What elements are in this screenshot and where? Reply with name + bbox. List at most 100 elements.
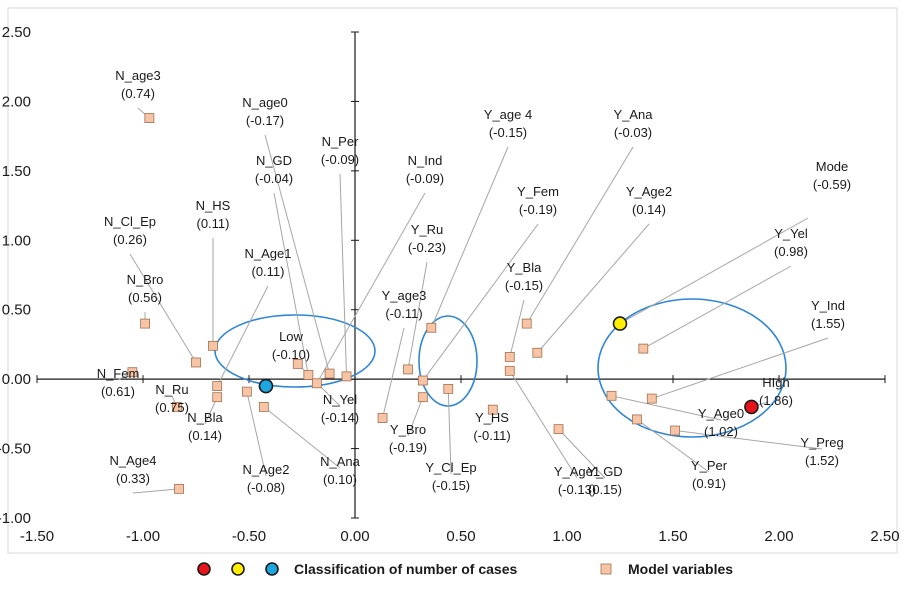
cluster-value-mode: (-0.59) bbox=[813, 177, 851, 192]
label-n-age3: N_age3 bbox=[115, 68, 161, 83]
legend-model-marker bbox=[601, 564, 611, 574]
point-n-ana bbox=[259, 402, 268, 411]
value-y-per: (0.91) bbox=[692, 476, 726, 491]
value-y-gd: (0.15) bbox=[588, 482, 622, 497]
point-n-age4 bbox=[175, 484, 184, 493]
point-y-ind bbox=[647, 394, 656, 403]
y-tick-label: 2.50 bbox=[2, 24, 31, 41]
label-n-ru: N_Ru bbox=[155, 382, 188, 397]
value-n-ru: (0.75) bbox=[155, 400, 189, 415]
point-y-gd bbox=[554, 425, 563, 434]
value-n-ind: (-0.09) bbox=[406, 171, 444, 186]
point-y-yel bbox=[639, 344, 648, 353]
value-n-bro: (0.56) bbox=[128, 290, 162, 305]
point-y-age2 bbox=[533, 348, 542, 357]
label-y-bla: Y_Bla bbox=[507, 260, 542, 275]
point-n-age3 bbox=[145, 114, 154, 123]
label-n-age4: N_Age4 bbox=[110, 453, 157, 468]
label-y-hs: Y_HS bbox=[475, 410, 509, 425]
label-n-ind: N_Ind bbox=[408, 153, 443, 168]
point-y-bla bbox=[505, 352, 514, 361]
value-y-bla: (-0.15) bbox=[505, 278, 543, 293]
value-y-preg: (1.52) bbox=[805, 453, 839, 468]
value-y-age3: (-0.11) bbox=[385, 306, 422, 321]
value-n-cl-ep: (0.26) bbox=[113, 232, 147, 247]
point-y-age-4 bbox=[427, 323, 436, 332]
value-y-ru: (-0.23) bbox=[408, 240, 446, 255]
cluster-label-mode: Mode bbox=[816, 159, 849, 174]
value-y-age0: (1.02) bbox=[704, 424, 738, 439]
value-n-bla: (0.14) bbox=[188, 428, 222, 443]
x-tick-label: 0.50 bbox=[446, 528, 475, 545]
point-n-age1 bbox=[213, 382, 222, 391]
leader-y-age1 bbox=[510, 371, 577, 478]
point-y-cl-ep bbox=[444, 384, 453, 393]
point-y-age3 bbox=[378, 414, 387, 423]
value-n-age2: (-0.08) bbox=[247, 480, 285, 495]
value-n-age1: (0.11) bbox=[252, 264, 285, 279]
label-y-ru: Y_Ru bbox=[411, 222, 444, 237]
point-y-preg bbox=[671, 426, 680, 435]
x-tick-label: -1.50 bbox=[20, 528, 54, 545]
x-tick-label: 2.00 bbox=[764, 528, 793, 545]
x-tick-label: 2.50 bbox=[870, 528, 899, 545]
label-n-gd: N_GD bbox=[256, 153, 292, 168]
cluster-value-high: (1.86) bbox=[759, 393, 793, 408]
legend-classification-label: Classification of number of cases bbox=[294, 561, 517, 577]
label-y-age0: Y_Age0 bbox=[698, 406, 744, 421]
x-tick-label: 1.50 bbox=[658, 528, 687, 545]
label-n-age0: N_age0 bbox=[242, 95, 288, 110]
cluster-value-low: (-0.10) bbox=[272, 347, 310, 362]
leader-n-age4 bbox=[133, 489, 179, 493]
cluster-point-high bbox=[745, 400, 758, 413]
value-n-age4: (0.33) bbox=[116, 471, 150, 486]
label-y-preg: Y_Preg bbox=[800, 435, 843, 450]
cluster-point-low bbox=[259, 380, 272, 393]
point-y-ru bbox=[404, 365, 413, 374]
point-y-per bbox=[632, 415, 641, 424]
leader-n-per bbox=[340, 174, 347, 376]
label-y-yel: Y_Yel bbox=[774, 226, 808, 241]
legend-model-label: Model variables bbox=[628, 561, 733, 577]
value-n-ana: (0.10) bbox=[323, 472, 357, 487]
label-y-age3: Y_age3 bbox=[382, 288, 427, 303]
leader-y-ind bbox=[652, 338, 828, 399]
value-n-gd: (-0.04) bbox=[255, 171, 293, 186]
value-y-cl-ep: (-0.15) bbox=[432, 478, 470, 493]
leader-y-age2 bbox=[537, 224, 649, 353]
label-y-ana: Y_Ana bbox=[613, 107, 653, 122]
value-y-ana: (-0.03) bbox=[614, 125, 652, 140]
leader-y-yel bbox=[643, 266, 791, 349]
value-y-age-4: (-0.15) bbox=[489, 125, 527, 140]
point-y-age0 bbox=[607, 391, 616, 400]
label-n-cl-ep: N_Cl_Ep bbox=[104, 214, 156, 229]
y-tick-label: -1.00 bbox=[0, 510, 31, 527]
value-n-hs: (0.11) bbox=[197, 216, 230, 231]
value-y-yel: (0.98) bbox=[774, 244, 808, 259]
value-y-fem: (-0.19) bbox=[519, 202, 557, 217]
x-tick-label: 0.00 bbox=[340, 528, 369, 545]
value-n-yel: (-0.14) bbox=[321, 410, 359, 425]
value-n-per: (-0.09) bbox=[321, 152, 359, 167]
value-n-age3: (0.74) bbox=[121, 86, 155, 101]
x-tick-label: 1.00 bbox=[552, 528, 581, 545]
legend-marker-3 bbox=[266, 563, 278, 575]
y-tick-label: 0.00 bbox=[2, 371, 31, 388]
legend-marker-1 bbox=[198, 563, 210, 575]
label-y-per: Y_Per bbox=[691, 458, 728, 473]
label-n-per: N_Per bbox=[322, 134, 360, 149]
point-y-fem bbox=[418, 376, 427, 385]
label-y-bro: Y_Bro bbox=[390, 422, 426, 437]
x-tick-label: -1.00 bbox=[126, 528, 160, 545]
label-n-bro: N_Bro bbox=[127, 272, 164, 287]
point-y-bro bbox=[418, 393, 427, 402]
label-y-age2: Y_Age2 bbox=[626, 184, 672, 199]
point-n-bla bbox=[213, 393, 222, 402]
y-tick-label: 1.50 bbox=[2, 163, 31, 180]
point-n-per bbox=[342, 372, 351, 381]
point-n-bro bbox=[141, 319, 150, 328]
point-n-hs bbox=[208, 341, 217, 350]
point-n-age0 bbox=[325, 369, 334, 378]
label-n-age1: N_Age1 bbox=[245, 246, 292, 261]
